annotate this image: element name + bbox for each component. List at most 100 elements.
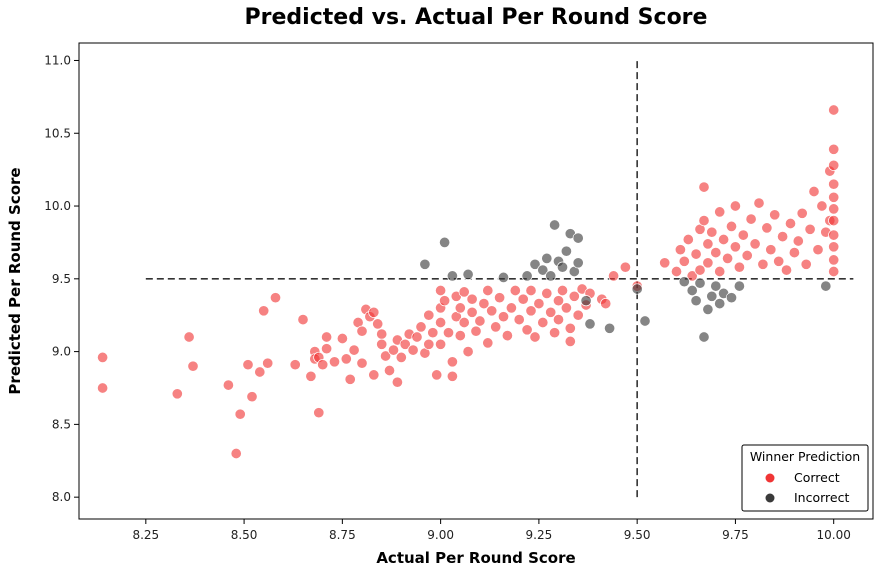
point-correct xyxy=(828,159,840,171)
point-correct xyxy=(454,302,466,314)
point-correct xyxy=(828,178,840,190)
point-correct xyxy=(435,284,447,297)
point-correct xyxy=(552,295,565,307)
x-tick-label: 8.75 xyxy=(329,528,356,542)
point-correct xyxy=(234,408,246,420)
x-tick-label: 10.00 xyxy=(817,528,851,542)
point-correct xyxy=(706,226,718,238)
point-correct xyxy=(690,248,702,260)
point-correct xyxy=(97,351,109,363)
point-correct xyxy=(828,104,840,116)
chart-title: Predicted vs. Actual Per Round Score xyxy=(245,5,708,30)
point-correct xyxy=(427,327,439,339)
point-correct xyxy=(828,215,840,227)
point-correct xyxy=(262,357,274,369)
y-tick-label: 9.0 xyxy=(52,345,71,359)
point-incorrect xyxy=(584,318,596,330)
point-correct xyxy=(254,366,266,378)
point-correct xyxy=(368,369,380,381)
point-correct xyxy=(446,370,458,382)
point-incorrect xyxy=(419,258,431,270)
point-correct xyxy=(702,257,714,269)
legend-marker-incorrect xyxy=(765,493,775,503)
point-incorrect xyxy=(725,292,738,304)
point-correct xyxy=(753,197,765,209)
point-correct xyxy=(757,258,769,270)
x-tick-label: 8.25 xyxy=(132,528,159,542)
point-correct xyxy=(395,351,407,363)
point-correct xyxy=(423,309,435,321)
legend: Winner Prediction Correct Incorrect xyxy=(741,444,869,512)
point-correct xyxy=(698,215,710,227)
y-axis-label: Predicted Per Round Score xyxy=(6,167,24,394)
x-axis-label: Actual Per Round Score xyxy=(376,549,575,567)
point-correct xyxy=(808,185,820,198)
y-tick-label: 9.5 xyxy=(52,272,71,286)
point-incorrect xyxy=(686,284,698,297)
point-correct xyxy=(376,338,388,350)
point-correct xyxy=(442,327,455,339)
point-incorrect xyxy=(820,280,832,292)
point-correct xyxy=(804,223,816,235)
point-correct xyxy=(242,359,254,371)
point-correct xyxy=(269,292,282,304)
point-incorrect xyxy=(572,232,584,244)
point-correct xyxy=(568,290,580,302)
axis-ticks: 8.25 8.50 8.75 9.00 9.25 9.50 9.75 10.00 8.0 8.5 9… xyxy=(44,53,851,542)
point-correct xyxy=(482,337,494,349)
point-correct xyxy=(549,327,561,339)
legend-entry-incorrect: Incorrect xyxy=(794,490,849,505)
point-correct xyxy=(187,360,199,372)
plot-frame xyxy=(78,42,874,520)
point-correct xyxy=(682,233,694,246)
point-incorrect xyxy=(549,219,561,231)
point-correct xyxy=(674,244,686,256)
point-incorrect xyxy=(678,276,690,288)
point-correct xyxy=(745,213,757,225)
point-correct xyxy=(777,231,789,243)
point-correct xyxy=(694,264,706,276)
point-correct xyxy=(509,284,521,297)
legend-marker-correct xyxy=(765,473,775,483)
point-correct xyxy=(537,316,549,329)
point-correct xyxy=(686,270,698,282)
point-incorrect xyxy=(604,322,616,334)
legend-title: Winner Prediction xyxy=(750,449,860,464)
point-correct xyxy=(439,295,451,307)
point-correct xyxy=(376,328,388,340)
point-correct xyxy=(399,338,411,350)
x-tick-label: 9.75 xyxy=(722,528,749,542)
point-correct xyxy=(749,238,761,250)
x-tick-label: 9.00 xyxy=(427,528,454,542)
point-correct xyxy=(773,255,785,267)
point-correct xyxy=(784,217,797,230)
y-tick-label: 11.0 xyxy=(44,53,71,67)
point-incorrect xyxy=(521,270,533,282)
legend-box xyxy=(741,444,869,512)
point-correct xyxy=(698,181,710,193)
data-points xyxy=(97,104,840,460)
point-correct xyxy=(321,343,333,355)
point-correct xyxy=(380,350,392,362)
point-correct xyxy=(313,407,325,419)
y-tick-label: 8.5 xyxy=(52,417,71,431)
point-correct xyxy=(391,376,403,388)
point-correct xyxy=(431,369,443,381)
point-correct xyxy=(368,306,380,318)
y-tick-label: 8.0 xyxy=(52,490,71,504)
point-correct xyxy=(336,332,348,345)
point-incorrect xyxy=(556,261,569,273)
point-correct xyxy=(552,314,565,326)
point-incorrect xyxy=(462,268,474,280)
y-tick-label: 10.5 xyxy=(44,126,71,140)
point-correct xyxy=(466,306,478,318)
y-tick-label: 10.0 xyxy=(44,199,71,213)
point-correct xyxy=(183,331,195,343)
point-correct xyxy=(710,247,722,259)
point-correct xyxy=(525,305,537,317)
point-correct xyxy=(97,382,109,394)
point-incorrect xyxy=(572,257,584,269)
point-correct xyxy=(222,379,234,391)
point-correct xyxy=(761,222,773,234)
point-correct xyxy=(659,257,671,269)
